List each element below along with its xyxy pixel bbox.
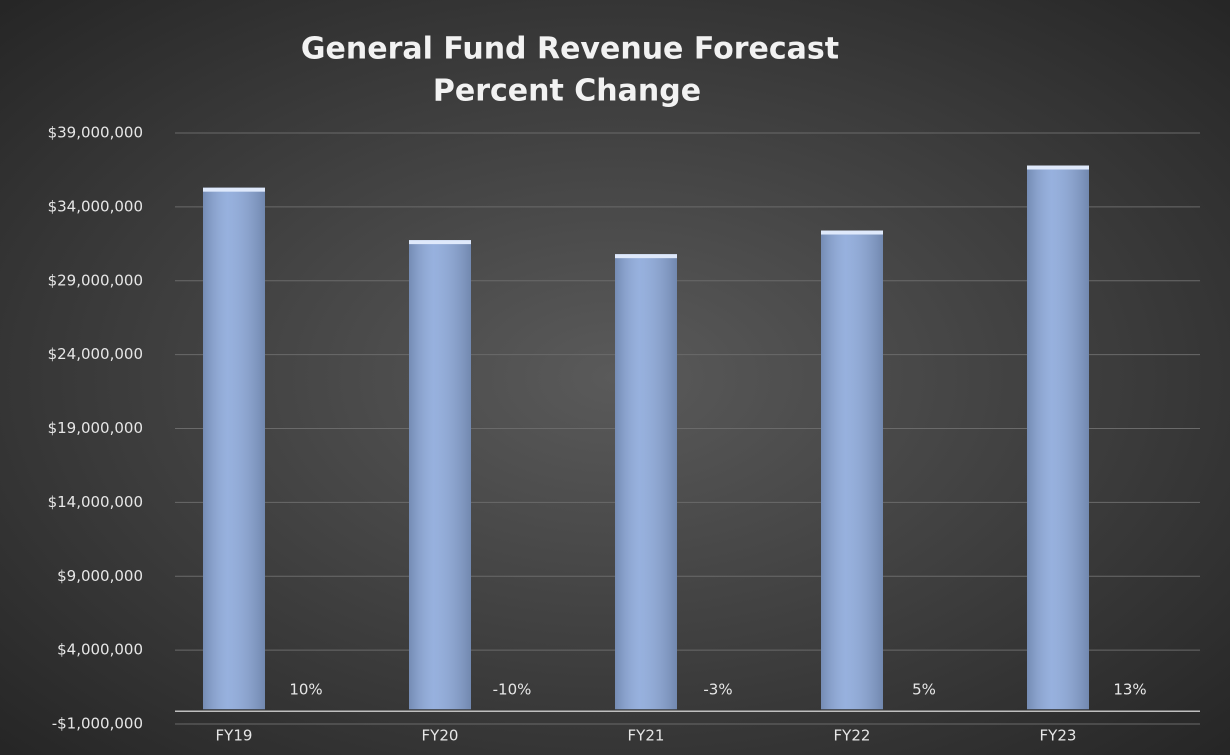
bar-highlight	[203, 187, 265, 192]
annotation: 13%	[1113, 681, 1146, 699]
x-tick-label: FY23	[1040, 727, 1077, 745]
chart-title: General Fund Revenue Forecast	[301, 32, 839, 67]
x-tick-label: FY21	[628, 727, 665, 745]
bar-shade	[821, 230, 883, 710]
bar-highlight	[1027, 165, 1089, 170]
annotation: 5%	[912, 681, 936, 699]
y-tick-label: $19,000,000	[48, 419, 143, 437]
y-tick-label: -$1,000,000	[52, 715, 143, 733]
y-tick-label: $4,000,000	[57, 641, 143, 659]
y-tick-label: $24,000,000	[48, 345, 143, 363]
y-tick-label: $9,000,000	[57, 567, 143, 585]
y-tick-label: $34,000,000	[48, 197, 143, 215]
bar-shade	[409, 240, 471, 710]
x-tick-label: FY19	[216, 727, 253, 745]
bar-highlight	[409, 240, 471, 245]
bar-highlight	[615, 254, 677, 259]
bar-highlight	[821, 230, 883, 235]
y-tick-label: $39,000,000	[48, 124, 143, 142]
y-tick-label: $14,000,000	[48, 493, 143, 511]
bar-shade	[203, 187, 265, 710]
annotation: -3%	[703, 681, 732, 699]
annotation: 10%	[289, 681, 322, 699]
bar-shade	[615, 254, 677, 710]
x-tick-label: FY22	[834, 727, 871, 745]
y-tick-label: $29,000,000	[48, 271, 143, 289]
annotation: -10%	[493, 681, 532, 699]
x-tick-label: FY20	[422, 727, 459, 745]
chart-subtitle: Percent Change	[433, 74, 701, 109]
bar-shade	[1027, 165, 1089, 710]
